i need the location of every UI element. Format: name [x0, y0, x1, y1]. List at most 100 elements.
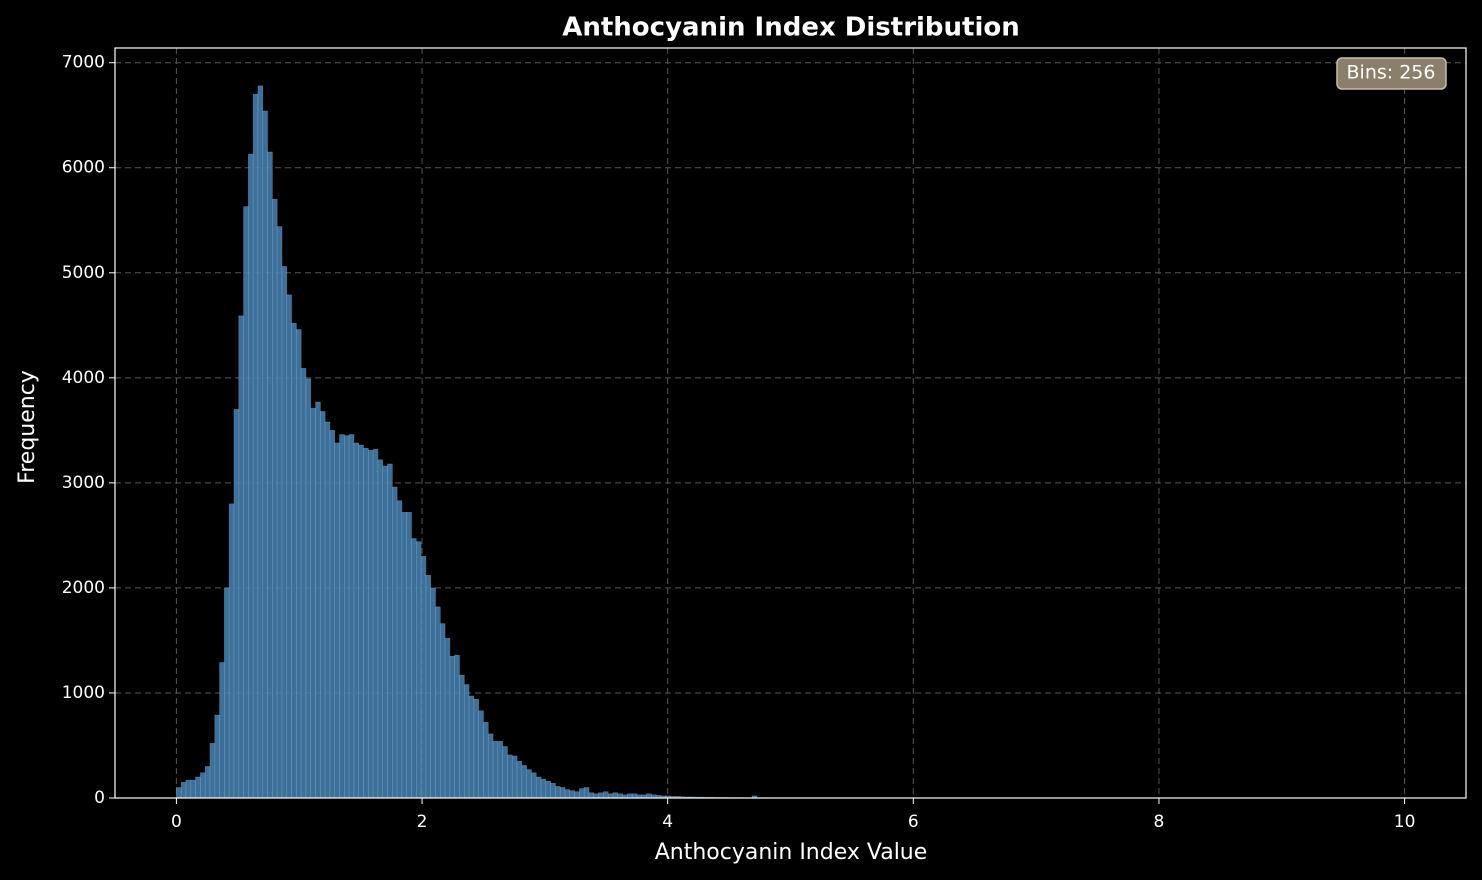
bar [521, 765, 527, 799]
bar [228, 503, 235, 799]
x-axis-label: Anthocyanin Index Value [655, 840, 928, 865]
bar [214, 714, 220, 799]
bar [444, 638, 451, 799]
bar [180, 781, 187, 799]
bar [401, 511, 407, 799]
bar [569, 790, 575, 799]
bar [425, 575, 431, 799]
bar [176, 787, 182, 799]
bar [612, 792, 619, 799]
annotation: Bins: 256 [1347, 62, 1436, 84]
bar [463, 684, 470, 799]
bar [368, 450, 374, 799]
bar [392, 486, 398, 799]
bar [267, 151, 273, 799]
bar [363, 447, 369, 799]
x-tick-label: 6 [908, 812, 919, 832]
bar [526, 769, 532, 799]
bar [372, 448, 379, 799]
bar [574, 791, 580, 799]
bar [411, 538, 417, 799]
bar [603, 791, 609, 799]
bar [272, 198, 278, 799]
bar [564, 789, 571, 799]
bar [200, 772, 206, 799]
bar [415, 541, 422, 799]
bar [507, 754, 513, 799]
bar [224, 587, 230, 799]
bar [502, 746, 508, 799]
bar [185, 779, 192, 799]
bar [545, 780, 551, 799]
bar [377, 459, 384, 799]
bar [315, 401, 321, 799]
bar [531, 772, 537, 799]
bar [627, 793, 633, 799]
x-tick-label: 0 [171, 812, 182, 832]
bar [420, 556, 427, 799]
bar [559, 787, 566, 799]
bar [281, 266, 288, 799]
bar [262, 110, 268, 799]
bar [248, 153, 254, 799]
bar [291, 322, 297, 799]
bar [209, 743, 216, 799]
plot-frame [114, 47, 1467, 799]
bar [454, 654, 460, 799]
bar [607, 793, 614, 799]
bar [252, 93, 259, 799]
bar [219, 662, 225, 799]
bar [483, 722, 489, 799]
y-tick-label: 1000 [62, 683, 105, 703]
bar [430, 587, 436, 799]
bar [257, 85, 264, 799]
bar [204, 766, 211, 799]
x-tick-label: 2 [417, 812, 428, 832]
annotation-box [1336, 57, 1447, 90]
y-axis-label: Frequency [15, 370, 40, 484]
bar [339, 434, 345, 799]
bar [593, 793, 599, 799]
bar [511, 755, 518, 799]
bar [449, 655, 455, 799]
y-tick-label: 7000 [62, 53, 105, 73]
y-tick-label: 6000 [62, 158, 105, 178]
y-tick-label: 3000 [62, 473, 105, 493]
bar [492, 740, 499, 799]
bar [435, 606, 441, 799]
bar [535, 776, 542, 799]
bar [320, 411, 326, 799]
bar [487, 733, 494, 799]
bar [334, 442, 340, 799]
bar [588, 792, 595, 799]
x-tick-label: 8 [1154, 812, 1165, 832]
x-tick-label: 4 [662, 812, 673, 832]
bar [550, 782, 556, 799]
x-tick-label: 10 [1394, 812, 1416, 832]
bar [310, 407, 316, 799]
bar [286, 294, 292, 799]
bar [382, 465, 388, 799]
bar [348, 434, 355, 799]
bar [579, 788, 585, 799]
y-tick-label: 2000 [62, 578, 105, 598]
bar [190, 779, 196, 799]
axes: 0 1000 2000 3000 4000 5000 6000 7000 0 2 4 6 8 10 [62, 47, 1467, 832]
bar [439, 623, 446, 799]
y-tick-label: 4000 [62, 368, 105, 388]
bar [540, 778, 547, 799]
bar [646, 793, 652, 799]
bar [329, 430, 336, 799]
bar [233, 409, 240, 799]
bar [406, 511, 412, 799]
bar [344, 435, 350, 799]
bar [473, 698, 479, 799]
bar [497, 740, 503, 799]
bar [305, 378, 312, 799]
bar [300, 368, 307, 799]
bar [276, 226, 283, 799]
bars [176, 85, 801, 799]
bar [468, 695, 475, 799]
bar [459, 674, 465, 799]
